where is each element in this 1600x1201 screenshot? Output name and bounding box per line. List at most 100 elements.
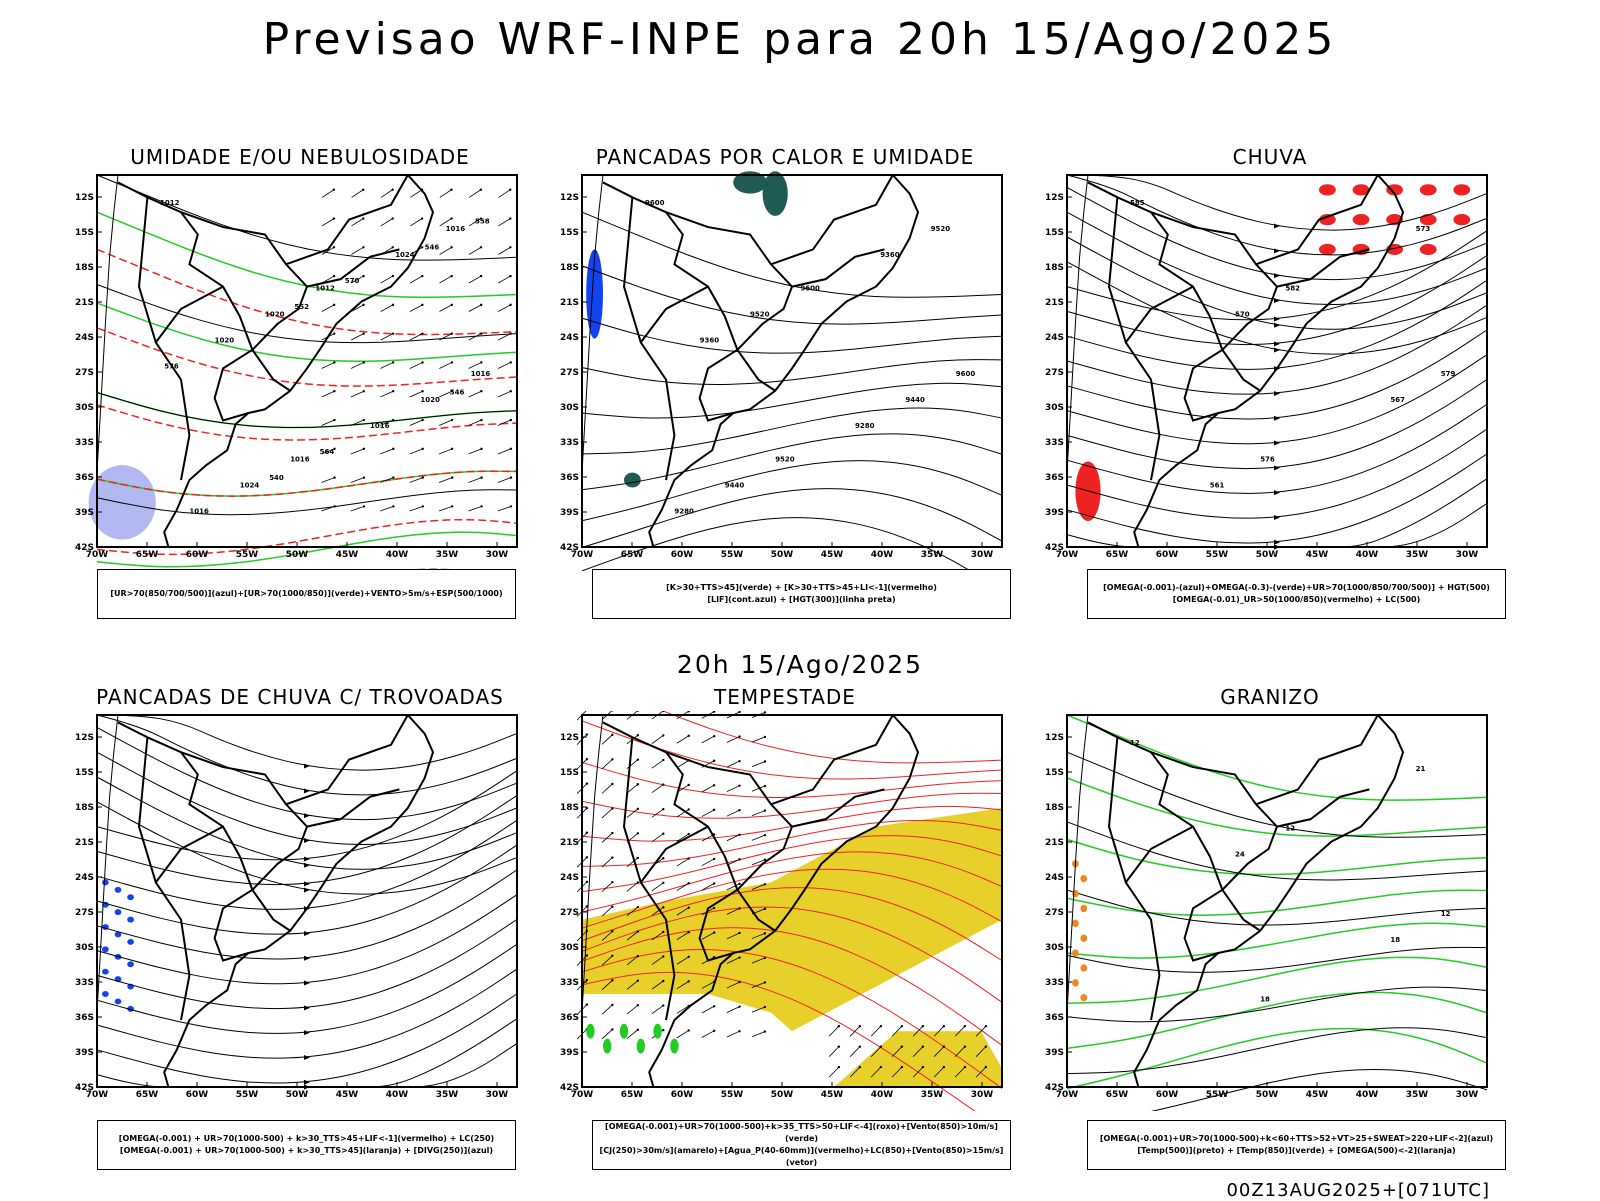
wind-vector-head: [333, 217, 335, 219]
lon-label: 60W: [186, 550, 209, 560]
wind-vector-head: [662, 980, 664, 982]
wind-vector-head: [510, 419, 512, 421]
contour-label: 9520: [931, 225, 951, 233]
wind-vector-head: [450, 189, 452, 191]
lat-label: 27S: [75, 908, 94, 918]
lat-label: 15S: [75, 228, 94, 238]
wind-vector-head: [738, 809, 740, 811]
lon-label: 70W: [1056, 1090, 1079, 1100]
wind-vector-head: [586, 954, 588, 956]
lon-label: 65W: [1106, 1090, 1129, 1100]
lat-label: 15S: [560, 768, 579, 778]
wind-vector-head: [451, 304, 453, 306]
wind-vector-head: [713, 882, 715, 884]
contour-label: 576: [1260, 455, 1275, 463]
lat-label: 12S: [560, 193, 579, 203]
contour-label: 21: [1416, 765, 1426, 773]
lat-label: 12S: [1045, 193, 1064, 203]
rain-area-red: [1420, 244, 1437, 255]
wind-vector-head: [688, 980, 690, 982]
wind-vector-head: [713, 931, 715, 933]
wind-vector-head: [738, 834, 740, 836]
wind-vector-head: [509, 304, 511, 306]
lon-label: 55W: [721, 1090, 744, 1100]
lon-label: 60W: [186, 1090, 209, 1100]
wind-vector-head: [637, 930, 639, 932]
wind-vector-head: [480, 390, 482, 392]
lon-label: 30W: [971, 1090, 994, 1100]
lon-label: 70W: [86, 550, 109, 560]
divergence-point-blue: [102, 991, 109, 997]
lon-label: 50W: [1256, 1090, 1279, 1100]
wind-vector-head: [738, 907, 740, 909]
wind-vector-head: [611, 930, 613, 932]
wind-vector-head: [480, 448, 482, 450]
lat-label: 12S: [560, 733, 579, 743]
panel-title: PANCADAS POR CALOR E UMIDADE: [545, 145, 1025, 169]
legend-line: [CJ(250)>30m/s](amarelo)+[Agua_P(40-60mm…: [593, 1145, 1010, 1169]
lat-label: 27S: [560, 908, 579, 918]
lat-label: 15S: [1045, 768, 1064, 778]
lon-label: 35W: [436, 1090, 459, 1100]
lat-label: 24S: [1045, 873, 1064, 883]
legend-pancadas-calor: [K>30+TTS>45](verde) + [K>30+TTS>45+LI<-…: [592, 569, 1011, 619]
contour-label: 9360: [700, 336, 720, 344]
contour-label: 1020: [420, 396, 440, 404]
wind-vector-head: [510, 476, 512, 478]
lon-label: 40W: [1356, 550, 1379, 560]
wind-vector-head: [713, 809, 715, 811]
wind-vector-head: [362, 275, 364, 277]
wind-vector-head: [392, 217, 394, 219]
wind-vector-head: [688, 833, 690, 835]
omega-area-orange: [1072, 949, 1079, 956]
lat-label: 36S: [75, 1013, 94, 1023]
lon-label: 35W: [436, 550, 459, 560]
lon-label: 30W: [971, 550, 994, 560]
omega-area-orange: [1080, 994, 1087, 1001]
wind-vector-head: [738, 760, 740, 762]
wind-vector-head: [688, 808, 690, 810]
divergence-point-blue: [127, 917, 134, 923]
lat-label: 36S: [75, 473, 94, 483]
lon-label: 30W: [1456, 550, 1479, 560]
wind-vector-head: [713, 1005, 715, 1007]
lon-label: 40W: [386, 1090, 409, 1100]
wind-vector-head: [713, 711, 715, 713]
lon-label: 50W: [771, 1090, 794, 1100]
wind-vector-head: [480, 361, 482, 363]
wind-vector-head: [880, 1066, 882, 1068]
wind-vector-head: [333, 419, 335, 421]
contour-label: 24: [1235, 850, 1245, 858]
divergence-point-blue: [115, 887, 122, 893]
wind-vector-head: [662, 832, 664, 834]
lat-label: 39S: [1045, 1048, 1064, 1058]
lat-label: 33S: [560, 978, 579, 988]
wind-vector-head: [333, 332, 335, 334]
omega-area-orange: [1080, 934, 1087, 941]
main-title: Previsao WRF-INPE para 20h 15/Ago/2025: [0, 14, 1600, 65]
wind-vector-head: [764, 834, 766, 836]
instability-area-teal: [763, 171, 788, 216]
wind-vector-head: [421, 275, 423, 277]
lat-label: 30S: [75, 403, 94, 413]
wind-vector-head: [943, 1066, 945, 1068]
lat-label: 33S: [1045, 438, 1064, 448]
lat-label: 30S: [560, 403, 579, 413]
wind-vector-head: [392, 505, 394, 507]
panel-title: UMIDADE E/OU NEBULOSIDADE: [60, 145, 540, 169]
legend-line: [Temp(500)](preto) + [Temp(850)](verde) …: [1088, 1145, 1505, 1157]
wind-vector-head: [392, 419, 394, 421]
contour-label: 546: [450, 388, 465, 396]
wind-vector-head: [738, 956, 740, 958]
wind-vector-head: [586, 881, 588, 883]
instability-area-teal: [624, 473, 641, 488]
contour-label: 9280: [674, 508, 694, 516]
wind-vector-head: [362, 332, 364, 334]
lon-label: 30W: [1456, 1090, 1479, 1100]
wind-vector-head: [586, 782, 588, 784]
contour-label: 561: [1210, 481, 1225, 489]
wind-vector-head: [662, 1004, 664, 1006]
